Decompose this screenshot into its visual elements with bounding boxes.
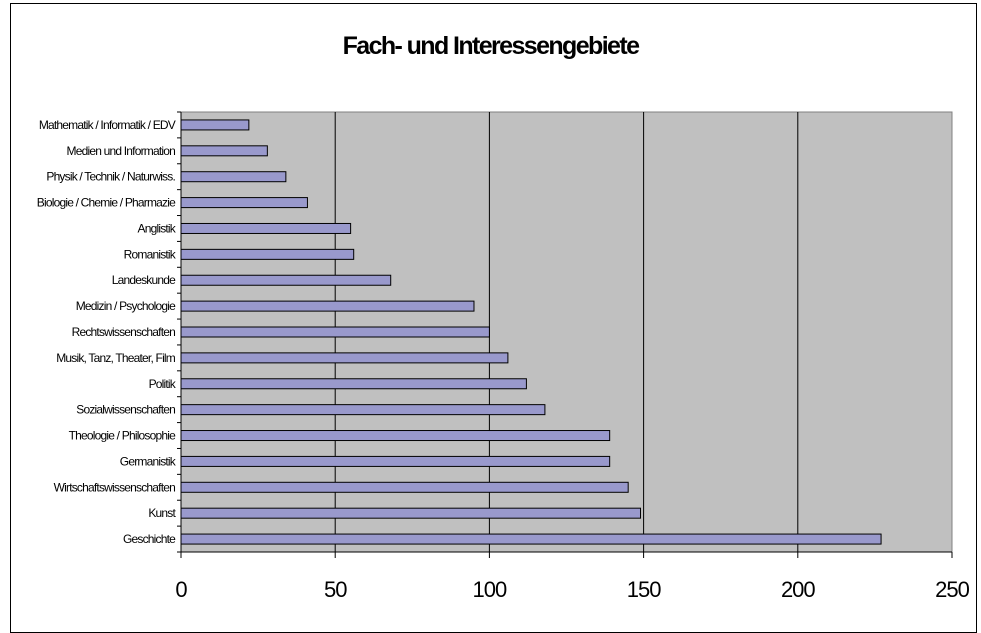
category-label: Kunst	[148, 506, 176, 520]
bar	[180, 171, 287, 183]
x-tick-label: 50	[324, 577, 347, 602]
x-tick-label: 100	[473, 577, 507, 602]
bar	[180, 326, 490, 338]
bar	[180, 197, 308, 209]
x-tick-label: 250	[935, 577, 969, 602]
bar	[180, 404, 546, 416]
bar	[180, 378, 527, 390]
bar	[180, 455, 611, 467]
x-tick-label: 0	[175, 577, 187, 602]
category-label: Theologie / Philosophie	[69, 429, 176, 443]
category-label: Sozialwissenschaften	[76, 403, 175, 417]
category-label: Medizin / Psychologie	[76, 299, 176, 313]
x-tick-label: 150	[627, 577, 661, 602]
category-label: Anglistik	[138, 221, 177, 235]
bar	[180, 222, 352, 234]
bar	[180, 352, 509, 364]
bar	[180, 119, 250, 131]
chart-title: Fach- und Interessengebiete	[342, 32, 640, 60]
bar	[180, 507, 642, 519]
category-label: Rechtswissenschaften	[72, 325, 176, 339]
bars	[180, 119, 882, 545]
bar-chart: Mathematik / Informatik / EDV Medien und …	[37, 111, 971, 602]
category-label: Physik / Technik / Naturwiss.	[46, 170, 175, 184]
category-label: Geschichte	[123, 532, 176, 546]
category-label: Musik, Tanz, Theater, Film	[56, 351, 176, 365]
x-tick-label: 200	[781, 577, 815, 602]
bar	[180, 274, 392, 286]
category-label: Medien und Information	[67, 144, 176, 158]
category-label: Politik	[149, 377, 177, 391]
bar	[180, 430, 611, 442]
bar	[180, 533, 882, 545]
category-label: Germanistik	[120, 454, 177, 468]
bar	[180, 300, 475, 312]
bar	[180, 248, 355, 260]
category-labels: Mathematik / Informatik / EDV Medien und …	[37, 118, 178, 546]
category-label: Romanistik	[124, 247, 177, 261]
x-axis: 0 50 100 150 200 250	[175, 551, 971, 602]
category-label: Wirtschaftswissenschaften	[54, 480, 176, 494]
category-label: Mathematik / Informatik / EDV	[39, 118, 176, 132]
bar	[180, 145, 268, 157]
category-label: Biologie / Chemie / Pharmazie	[37, 196, 176, 210]
category-label: Landeskunde	[112, 273, 176, 287]
bar	[180, 481, 629, 493]
